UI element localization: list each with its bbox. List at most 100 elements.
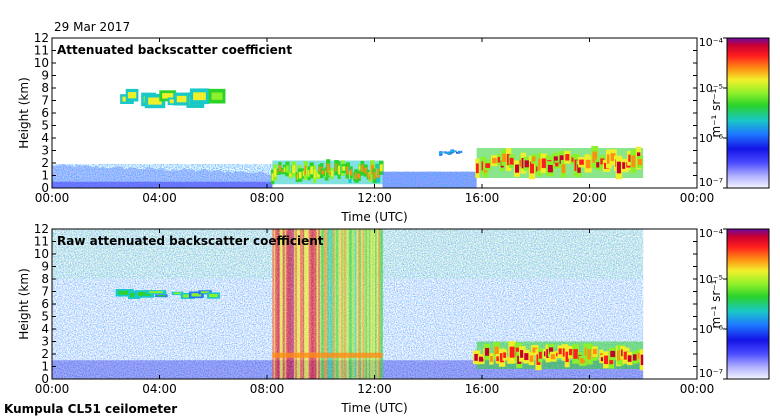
feature-cloud-core [278,164,281,172]
feature-cloud-core [592,151,597,163]
feature-cloud-core [326,163,330,173]
feature-cloud-core [587,349,592,360]
x-tick-label: 08:00 [250,382,285,396]
y-tick-label: 4 [41,322,49,336]
feature-cloud-patch-core [451,150,454,153]
feature-cloud-core [368,174,371,180]
y-axis-label: Height (km) [17,77,31,148]
feature-cloud-core [604,355,609,365]
x-tick-label: 04:00 [142,191,177,205]
x-tick-label: 00:00 [680,382,715,396]
feature-cloud-core [509,157,514,165]
x-tick-label: 08:00 [250,191,285,205]
y-tick-label: 8 [41,81,49,95]
feature-cloud-patch-core [193,92,206,101]
feature-cloud-core [632,354,637,361]
feature-cloud-patch-core [149,291,163,294]
colorbar-tick-label: 10⁻⁶ [699,132,724,145]
feature-cloud-core [548,347,554,354]
x-tick-label: 04:00 [142,382,177,396]
feature-cloud-patch-core [127,92,137,99]
x-tick-label: 20:00 [572,382,607,396]
footer-label: Kumpula CL51 ceilometer [4,402,178,416]
feature-cloud-core [550,354,556,360]
chart-title: Raw attenuated backscatter coefficient [57,234,324,248]
feature-cloud-core [571,157,576,162]
y-tick-label: 8 [41,272,49,286]
feature-cloud-core [606,154,611,164]
feature-cloud-patch-core [137,292,151,296]
feature-cloud-core [640,354,645,366]
feature-cloud-core [350,169,353,176]
feature-cloud-core [547,164,553,173]
feature-cloud-core [596,162,602,168]
feature-cloud-core [316,172,320,177]
feature-cloud-core [541,158,547,169]
y-tick-label: 12 [34,222,49,236]
feature-cloud-core [600,158,605,165]
feature-cloud-core [474,353,480,361]
feature-cloud-patch-core [200,291,210,294]
feature-cloud-core [532,156,536,162]
x-axis-label: Time (UTC) [340,401,407,415]
feature-cloud-core [538,351,542,359]
feature-cloud-core [342,166,346,171]
feature-cloud-core [585,159,591,169]
feature-cloud-core [496,356,500,362]
y-axis-label: Height (km) [17,268,31,339]
colorbar: 10⁻⁴ 10⁻⁵ 10⁻⁶ 10⁻⁷ m⁻¹ sr⁻¹ [699,227,770,380]
feature-boundary-layer-surface [52,181,273,188]
feature-cloud-core [308,169,311,177]
feature-rain-band-base [272,352,321,358]
y-tick-label: 10 [34,56,49,70]
x-tick-label: 20:00 [572,191,607,205]
feature-cloud-core [338,165,341,175]
colorbar-tick-label: 10⁻⁴ [699,227,724,240]
feature-cloud-core [485,347,490,356]
feature-cloud-core [304,165,308,176]
no-data-area [643,38,697,188]
y-tick-label: 6 [41,106,49,120]
feature-cloud-patch-core [130,293,139,298]
feature-cloud-core [509,346,515,358]
feature-cloud-core [561,164,566,174]
feature-cloud-core [379,164,383,172]
feature-cloud-core [631,155,636,168]
y-tick-label: 9 [41,260,49,274]
colorbar-tick-label: 10⁻⁷ [699,367,723,380]
feature-cloud-patch-core [183,294,193,298]
feature-cloud-core [492,157,497,164]
colorbar-tick-label: 10⁻⁴ [699,36,724,49]
feature-cloud-core [503,352,507,358]
y-tick-label: 0 [41,372,49,386]
chart-title: Attenuated backscatter coefficient [57,43,292,57]
y-tick-label: 10 [34,247,49,261]
feature-cloud-core [357,173,361,179]
y-tick-label: 6 [41,297,49,311]
y-tick-label: 4 [41,131,49,145]
feature-cloud-core [579,159,584,165]
feature-cloud-core [354,172,358,180]
feature-cloud-patch-core [162,93,174,99]
feature-cloud-patch-core [440,152,443,154]
y-tick-label: 1 [41,360,49,374]
y-tick-label: 2 [41,347,49,361]
feature-cloud-core [273,168,277,177]
colorbar-tick-label: 10⁻⁷ [699,176,723,189]
colorbar-tick-label: 10⁻⁶ [699,323,724,336]
feature-cloud-core [283,167,288,173]
data-layer [52,229,646,379]
feature-cloud-core [306,169,309,176]
feature-cloud-patch-core [176,95,189,103]
y-tick-label: 9 [41,69,49,83]
y-tick-label: 11 [34,235,49,249]
colorbar-gradient [726,37,770,189]
feature-cloud-core [524,353,529,361]
feature-aerosol-speckle [382,171,477,188]
feature-cloud-core [593,348,597,355]
feature-cloud-core [367,172,370,178]
feature-cloud-core [361,164,364,172]
feature-cloud-core [318,166,322,172]
